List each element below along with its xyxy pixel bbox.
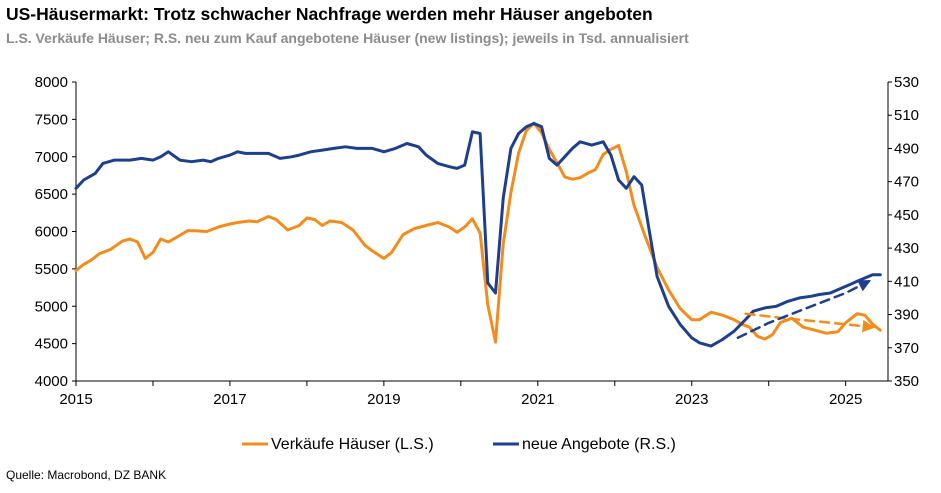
y-left-tick-label: 5500 <box>35 261 68 278</box>
trend-line-sales <box>744 312 876 333</box>
y-left-tick-label: 6000 <box>35 224 68 241</box>
y-right-tick-label: 430 <box>894 240 919 257</box>
trend-line-listings <box>736 280 872 340</box>
y-right-tick-label: 510 <box>894 107 919 124</box>
series-line-listings <box>74 122 882 348</box>
chart-subtitle: L.S. Verkäufe Häuser; R.S. neu zum Kauf … <box>6 30 689 46</box>
y-left-tick-label: 6500 <box>35 186 68 203</box>
y-left-tick-label: 4000 <box>35 373 68 390</box>
source-note: Quelle: Macrobond, DZ BANK <box>6 468 167 482</box>
y-right-tick-label: 370 <box>894 340 919 357</box>
chart-title: US-Häusermarkt: Trotz schwacher Nachfrag… <box>6 4 653 24</box>
x-tick-label: 2019 <box>367 391 400 408</box>
y-left-tick-label: 7500 <box>35 111 68 128</box>
y-left-tick-label: 8000 <box>35 74 68 91</box>
y-right-tick-label: 470 <box>894 174 919 191</box>
y-left-tick-label: 7000 <box>35 149 68 166</box>
y-right-tick-label: 490 <box>894 140 919 157</box>
x-tick-label: 2023 <box>675 391 708 408</box>
x-tick-label: 2015 <box>59 391 92 408</box>
y-right-tick-label: 350 <box>894 373 919 390</box>
x-tick-label: 2021 <box>521 391 554 408</box>
x-tick-label: 2025 <box>829 391 862 408</box>
x-tick-label: 2017 <box>213 391 246 408</box>
y-left-tick-label: 4500 <box>35 336 68 353</box>
y-right-tick-label: 450 <box>894 207 919 224</box>
y-right-tick-label: 530 <box>894 74 919 91</box>
legend: Verkäufe Häuser (L.S.) neue Angebote (R.… <box>242 436 676 453</box>
series-line-sales <box>74 121 882 344</box>
y-left-tick-label: 5000 <box>35 298 68 315</box>
legend-label-sales: Verkäufe Häuser (L.S.) <box>271 436 434 453</box>
y-right-tick-label: 410 <box>894 273 919 290</box>
y-right-tick-label: 390 <box>894 307 919 324</box>
legend-label-listings: neue Angebote (R.S.) <box>522 436 676 453</box>
